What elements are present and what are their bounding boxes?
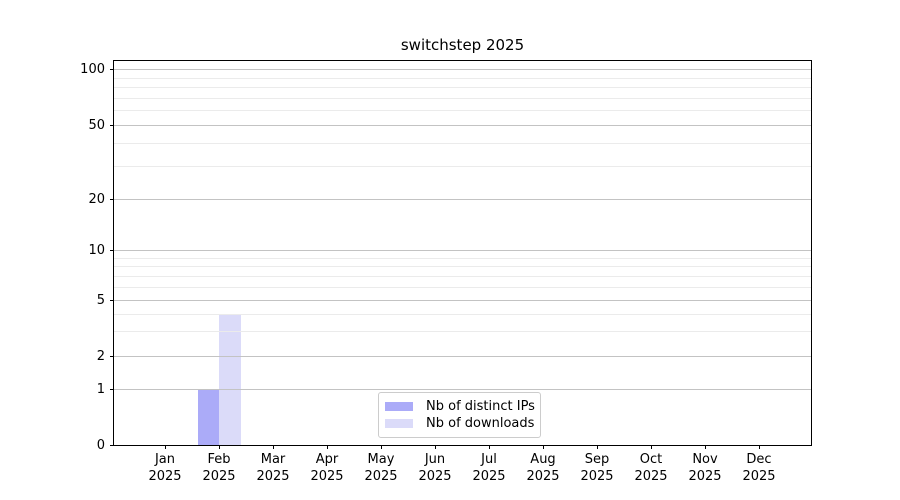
legend-row-distinct-ips: Nb of distinct IPs <box>385 398 535 415</box>
legend: Nb of distinct IPs Nb of downloads <box>378 392 541 438</box>
x-tick-mark-nov <box>705 445 707 449</box>
minor-gridline-9 <box>114 257 811 259</box>
legend-label-distinct-ips: Nb of distinct IPs <box>426 399 535 414</box>
x-tick-label-jul: Jul 2025 <box>472 452 506 484</box>
y-tick-label-0: 0 <box>96 437 105 453</box>
minor-gridline-4 <box>114 313 811 315</box>
major-gridline-20 <box>114 199 811 200</box>
y-tick-mark-5 <box>110 300 114 302</box>
x-tick-label-aug: Aug 2025 <box>526 452 560 484</box>
major-gridline-10 <box>114 250 811 251</box>
y-tick-mark-2 <box>110 356 114 358</box>
x-tick-label-jan: Jan 2025 <box>148 452 182 484</box>
minor-gridline-90 <box>114 77 811 79</box>
major-gridline-5 <box>114 300 811 301</box>
chart-title: switchstep 2025 <box>400 36 525 54</box>
y-tick-mark-50 <box>110 125 114 127</box>
bar-nb-of-downloads-feb <box>219 313 241 445</box>
plot-canvas <box>114 61 811 445</box>
minor-gridline-7 <box>114 275 811 277</box>
y-tick-label-100: 100 <box>80 62 105 77</box>
legend-swatch-downloads <box>385 419 413 428</box>
major-gridline-50 <box>114 125 811 126</box>
y-tick-mark-0 <box>110 444 114 446</box>
minor-gridline-8 <box>114 266 811 268</box>
x-tick-mark-mar <box>273 445 275 449</box>
x-tick-mark-oct <box>651 445 653 449</box>
minor-gridline-40 <box>114 143 811 145</box>
major-gridline-1 <box>114 389 811 390</box>
y-tick-label-20: 20 <box>88 192 105 207</box>
x-tick-label-oct: Oct 2025 <box>634 452 668 484</box>
x-tick-mark-aug <box>543 445 545 449</box>
minor-gridline-60 <box>114 110 811 112</box>
x-tick-mark-jun <box>435 445 437 449</box>
minor-gridline-3 <box>114 331 811 333</box>
legend-swatch-distinct-ips <box>385 402 413 411</box>
legend-label-downloads: Nb of downloads <box>426 416 535 431</box>
x-tick-mark-apr <box>327 445 329 449</box>
y-tick-label-5: 5 <box>96 293 105 308</box>
y-tick-label-1: 1 <box>96 382 105 397</box>
y-tick-mark-100 <box>110 69 114 71</box>
plot-area: Nb of distinct IPs Nb of downloads <box>113 60 812 446</box>
bar-nb-of-distinct-ips-feb <box>197 389 219 445</box>
major-gridline-2 <box>114 356 811 357</box>
y-tick-mark-1 <box>110 389 114 391</box>
y-tick-mark-20 <box>110 199 114 201</box>
x-tick-mark-may <box>381 445 383 449</box>
minor-gridline-6 <box>114 286 811 288</box>
y-tick-label-50: 50 <box>88 118 105 133</box>
minor-gridline-30 <box>114 166 811 168</box>
x-tick-label-nov: Nov 2025 <box>688 452 722 484</box>
x-tick-mark-jan <box>165 445 167 449</box>
minor-gridline-70 <box>114 97 811 99</box>
y-tick-label-2: 2 <box>96 349 105 364</box>
x-tick-label-dec: Dec 2025 <box>742 452 776 484</box>
major-gridline-100 <box>114 69 811 70</box>
y-tick-label-10: 10 <box>88 243 105 258</box>
x-tick-mark-sep <box>597 445 599 449</box>
minor-gridline-80 <box>114 87 811 89</box>
x-tick-label-apr: Apr 2025 <box>310 452 344 484</box>
x-tick-label-jun: Jun 2025 <box>418 452 452 484</box>
x-tick-label-mar: Mar 2025 <box>256 452 290 484</box>
x-tick-label-feb: Feb 2025 <box>202 452 236 484</box>
x-tick-mark-feb <box>219 445 221 449</box>
y-tick-mark-10 <box>110 250 114 252</box>
legend-row-downloads: Nb of downloads <box>385 415 535 432</box>
x-tick-label-may: May 2025 <box>364 452 398 484</box>
x-tick-mark-jul <box>489 445 491 449</box>
x-tick-label-sep: Sep 2025 <box>580 452 614 484</box>
x-tick-mark-dec <box>759 445 761 449</box>
